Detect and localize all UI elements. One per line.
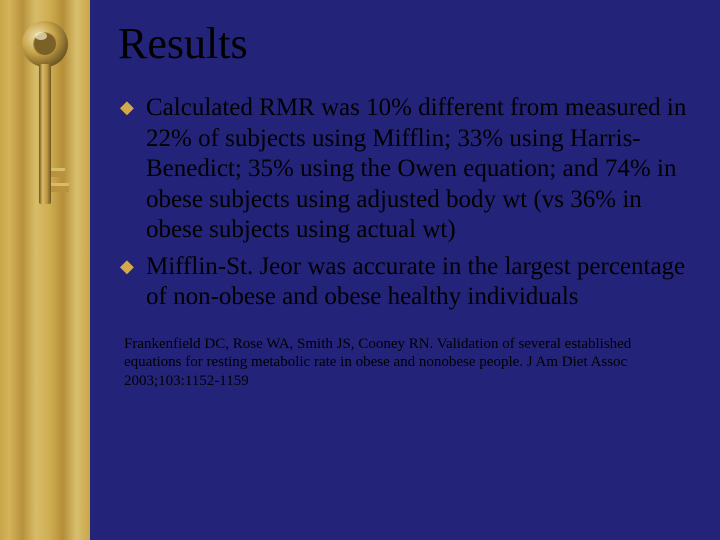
key-icon <box>18 18 72 238</box>
slide-title: Results <box>118 18 692 69</box>
slide-content: Results ◆ Calculated RMR was 10% differe… <box>90 0 720 540</box>
decorative-sidebar <box>0 0 90 540</box>
bullet-text: Mifflin-St. Jeor was accurate in the lar… <box>146 253 685 311</box>
bullet-item: ◆ Mifflin-St. Jeor was accurate in the l… <box>118 252 692 313</box>
bullet-text: Calculated RMR was 10% different from me… <box>146 94 686 243</box>
bullet-marker-icon: ◆ <box>120 256 134 278</box>
citation-text: Frankenfield DC, Rose WA, Smith JS, Coon… <box>118 335 692 391</box>
bullet-marker-icon: ◆ <box>120 97 134 119</box>
bullet-item: ◆ Calculated RMR was 10% different from … <box>118 93 692 246</box>
bullet-list: ◆ Calculated RMR was 10% different from … <box>118 93 692 313</box>
